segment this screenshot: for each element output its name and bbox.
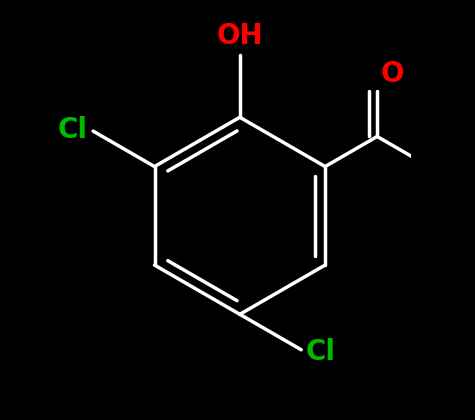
Text: Cl: Cl xyxy=(306,338,336,366)
Text: OH: OH xyxy=(217,22,263,50)
Text: O: O xyxy=(380,60,404,88)
Text: Cl: Cl xyxy=(57,116,87,144)
